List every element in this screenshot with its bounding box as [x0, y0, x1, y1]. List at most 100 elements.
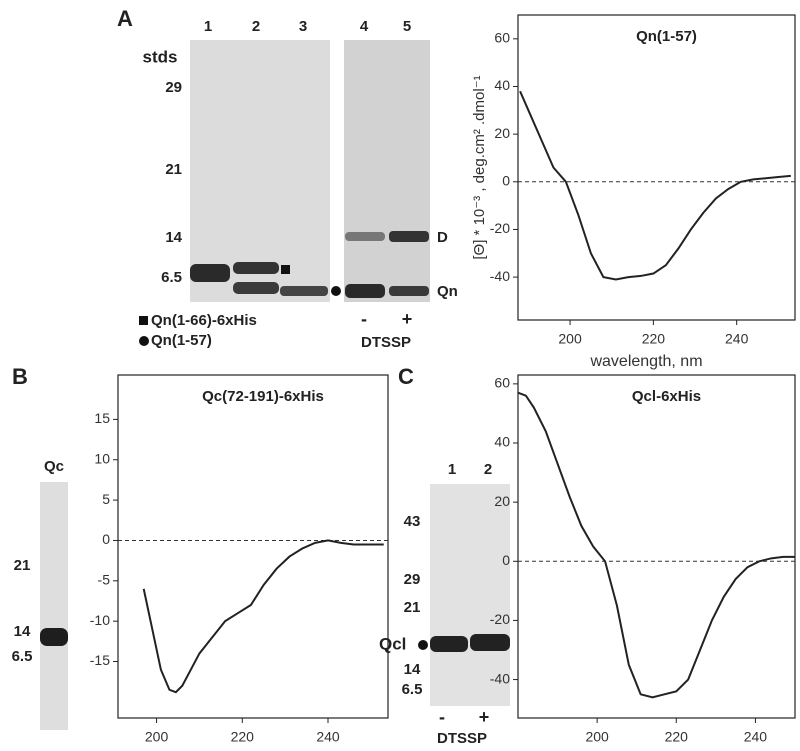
panel-label: C — [398, 364, 414, 389]
legend-label: Qn(1-57) — [151, 332, 212, 349]
band — [345, 232, 385, 241]
x-tick-label: 240 — [725, 331, 749, 347]
y-tick-label: -15 — [90, 652, 110, 668]
y-tick-label: -40 — [490, 268, 510, 284]
circle-marker — [418, 640, 428, 650]
x-tick-label: 200 — [145, 729, 169, 745]
treatment-label: + — [402, 309, 413, 329]
stds-label: stds — [143, 47, 178, 66]
band-label: Qn — [437, 283, 458, 300]
lane-label: Qc — [44, 458, 64, 475]
chart-title: Qn(1-57) — [636, 28, 697, 45]
reagent-label: DTSSP — [437, 730, 487, 747]
marker-label: 6.5 — [402, 681, 423, 698]
x-tick-label: 220 — [665, 729, 689, 745]
y-tick-label: -5 — [98, 572, 111, 588]
band — [190, 264, 230, 282]
y-tick-label: 20 — [494, 493, 510, 509]
y-tick-label: 20 — [494, 125, 510, 141]
band — [430, 636, 468, 652]
y-tick-label: 5 — [102, 491, 110, 507]
treatment-label: - — [361, 309, 367, 329]
x-tick-label: 220 — [231, 729, 255, 745]
plot-area — [518, 391, 795, 699]
marker-label: 29 — [165, 79, 182, 96]
treatment-label: + — [479, 707, 490, 727]
y-tick-label: -10 — [90, 612, 110, 628]
marker-label: 6.5 — [12, 648, 33, 665]
y-tick-label: -20 — [490, 611, 510, 627]
cd-curve — [519, 90, 791, 281]
gel-b: Qc 21 14 6.5 — [12, 458, 68, 730]
marker-label: 21 — [165, 161, 182, 178]
y-tick-label: 15 — [94, 410, 110, 426]
reagent-label: DTSSP — [361, 334, 411, 351]
panel-label: B — [12, 364, 28, 389]
lane-label: 4 — [360, 18, 369, 35]
cd-chart: 15 10 5 0 -5 -10 -15 200 220 240 Qc(72-191)-6xHis — [90, 374, 389, 745]
plot-frame — [117, 374, 389, 719]
chart-title: Qc(72-191)-6xHis — [202, 388, 324, 405]
y-tick-label: 60 — [494, 30, 510, 46]
band-label: Qcl — [379, 634, 406, 653]
band-label: D — [437, 229, 448, 246]
marker-label: 14 — [404, 661, 421, 678]
gel — [40, 482, 68, 730]
x-tick-label: 240 — [744, 729, 768, 745]
y-tick-label: -20 — [490, 220, 510, 236]
band — [233, 262, 279, 274]
plot-frame — [517, 374, 796, 719]
circle-marker — [139, 336, 149, 346]
marker-label: 14 — [165, 229, 182, 246]
gel-c: 1 2 43 29 21 14 6.5 Qcl - + DTSSP — [379, 461, 510, 747]
panel-label: A — [117, 6, 133, 31]
marker-label: 21 — [14, 557, 31, 574]
marker-label: 43 — [404, 513, 421, 530]
x-tick-label: 200 — [558, 331, 582, 347]
lane-label: 1 — [204, 18, 212, 35]
marker-label: 21 — [404, 599, 421, 616]
band — [470, 634, 510, 651]
treatment-label: - — [439, 707, 445, 727]
y-tick-label: 0 — [502, 552, 510, 568]
plot-frame — [517, 14, 796, 321]
square-marker — [281, 265, 290, 274]
marker-label: 29 — [404, 571, 421, 588]
cd-curve — [142, 539, 384, 694]
x-axis-label: wavelength, nm — [589, 353, 702, 370]
x-tick-label: 200 — [585, 729, 609, 745]
band — [389, 231, 429, 242]
gel-a: 1 2 3 4 5 stds 29 21 14 6.5 D Qn Qn(1-66… — [139, 18, 458, 351]
y-tick-label: 10 — [94, 450, 110, 466]
y-axis-label: [Θ] * 10⁻³ , deg.cm² .dmol⁻¹ — [471, 75, 488, 259]
x-tick-label: 220 — [642, 331, 666, 347]
y-tick-label: 0 — [102, 531, 110, 547]
plot-area — [142, 539, 384, 694]
gel — [430, 484, 510, 706]
plot-area — [519, 90, 791, 281]
gel — [344, 40, 430, 302]
band — [233, 282, 279, 294]
y-tick-label: 40 — [494, 434, 510, 450]
lane-label: 2 — [484, 461, 492, 478]
square-marker — [139, 316, 148, 325]
band — [40, 628, 68, 646]
y-tick-label: 60 — [494, 375, 510, 391]
chart-title: Qcl-6xHis — [632, 388, 701, 405]
x-tick-label: 240 — [316, 729, 340, 745]
band — [345, 284, 385, 298]
band — [389, 286, 429, 296]
y-tick-label: -40 — [490, 670, 510, 686]
cd-curve — [518, 391, 795, 699]
lane-label: 2 — [252, 18, 260, 35]
y-tick-label: 40 — [494, 77, 510, 93]
marker-label: 6.5 — [161, 269, 182, 286]
lane-label: 5 — [403, 18, 411, 35]
lane-label: 1 — [448, 461, 456, 478]
legend-label: Qn(1-66)-6xHis — [151, 312, 257, 329]
band — [280, 286, 328, 296]
y-tick-label: 0 — [502, 173, 510, 189]
